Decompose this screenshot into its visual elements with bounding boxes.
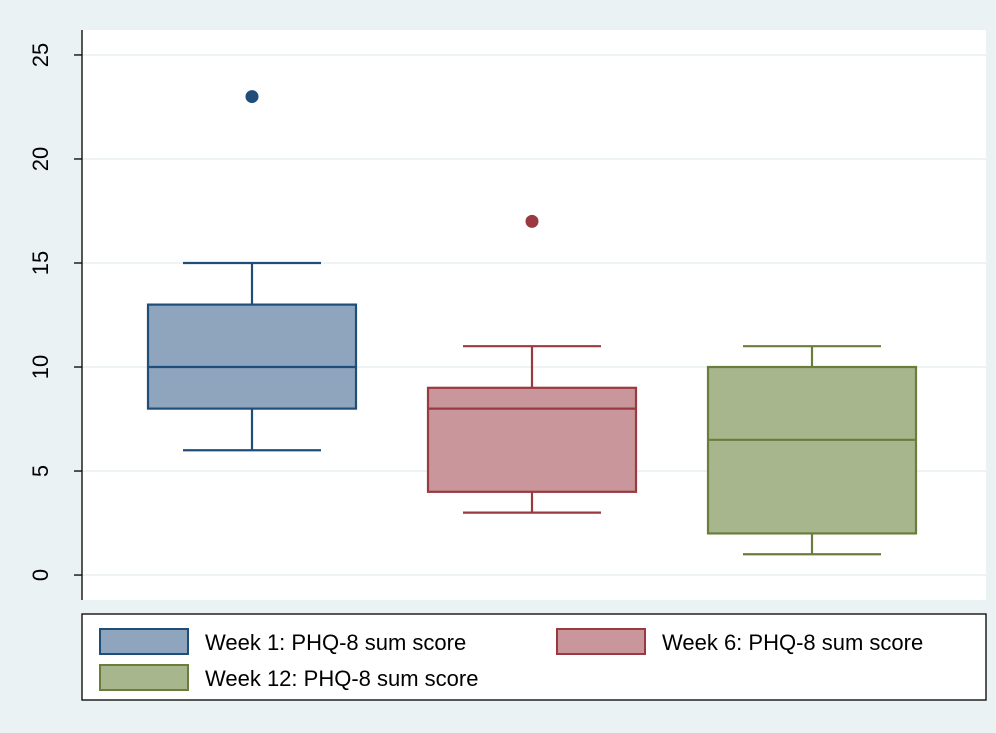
box-iqr (146, 303, 358, 410)
box-iqr (426, 386, 638, 493)
y-tick-label: 5 (28, 465, 53, 477)
box-series-1 (146, 90, 358, 452)
boxes (146, 90, 918, 556)
y-axis: 0 5 10 15 20 25 (28, 30, 83, 600)
legend-key-3 (99, 664, 189, 691)
y-tick-label: 10 (28, 355, 53, 379)
box-series-2 (426, 214, 638, 514)
outlier-point (525, 214, 539, 228)
outlier-point (245, 90, 259, 104)
y-tick-label: 25 (28, 43, 53, 67)
legend-label-2: Week 6: PHQ-8 sum score (662, 630, 923, 655)
legend-key-1 (99, 628, 189, 655)
legend-label-3: Week 12: PHQ-8 sum score (205, 666, 478, 691)
legend-box (81, 613, 987, 701)
box-iqr (706, 365, 918, 535)
legend: Week 1: PHQ-8 sum score Week 6: PHQ-8 sum… (81, 613, 987, 701)
legend-label-1: Week 1: PHQ-8 sum score (205, 630, 466, 655)
y-tick-label: 0 (28, 569, 53, 581)
legend-key-2 (556, 628, 646, 655)
y-tick-label: 20 (28, 147, 53, 171)
box-series-3 (706, 345, 918, 556)
y-tick-label: 15 (28, 251, 53, 275)
